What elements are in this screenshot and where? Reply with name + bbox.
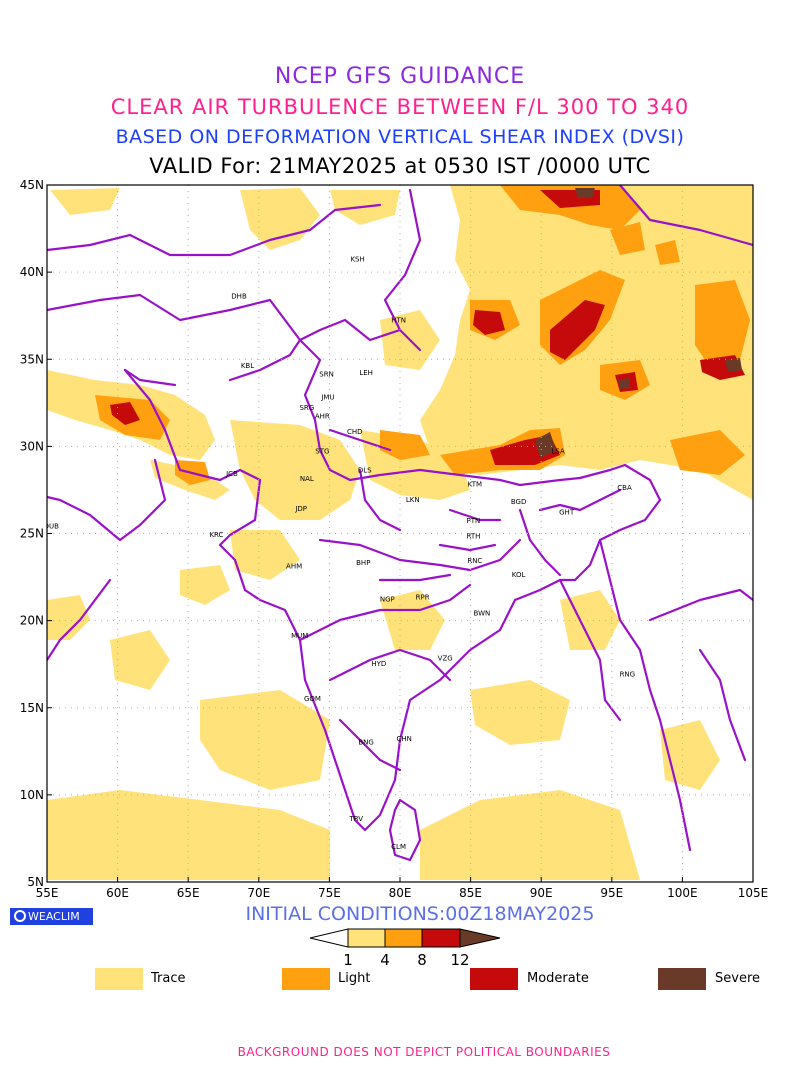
city-label-kbl: KBL (241, 362, 254, 370)
city-label-jcb: JCB (225, 470, 238, 478)
legend-swatch-light (282, 968, 330, 990)
city-label-mum: MUM (291, 632, 308, 640)
city-label-bwn: BWN (474, 609, 491, 617)
lat-tick-label: 5N (27, 875, 44, 889)
lat-tick-label: 30N (20, 439, 44, 453)
city-label-jmu: JMU (320, 393, 334, 401)
lat-tick-label: 15N (20, 701, 44, 715)
legend-swatch-moderate (470, 968, 518, 990)
city-label-srg: SRG (299, 404, 314, 412)
lat-tick-label: 10N (20, 788, 44, 802)
lon-tick-label: 85E (459, 886, 482, 900)
city-label-chd: CHD (347, 428, 363, 436)
city-label-clm: CLM (391, 843, 406, 851)
city-label-dhb: DHB (231, 292, 247, 300)
lon-tick-label: 55E (36, 886, 59, 900)
city-label-ahm: AHM (286, 562, 302, 570)
city-label-htn: HTN (391, 317, 406, 325)
longitude-axis: 55E 60E 65E 70E 75E 80E 85E 90E 95E 100E 105E (36, 877, 769, 900)
title-method: BASED ON DEFORMATION VERTICAL SHEAR INDE… (115, 126, 685, 148)
city-label-bng: BNG (358, 738, 373, 746)
city-label-dub: DUB (44, 522, 60, 530)
city-label-ksh: KSH (350, 256, 364, 264)
title-product: CLEAR AIR TURBULENCE BETWEEN F/L 300 TO … (110, 95, 690, 119)
colorbar-under-arrow (309, 928, 349, 948)
city-label-bgd: BGD (511, 498, 527, 506)
city-label-ptn: PTN (467, 517, 481, 525)
title-model: NCEP GFS GUIDANCE (274, 64, 526, 89)
brand-label: WEACLIM (28, 910, 80, 923)
city-label-krc: KRC (209, 531, 223, 539)
legend-label-trace: Trace (151, 971, 186, 986)
city-label-ktm: KTM (468, 480, 482, 488)
latitude-axis: 45N 40N 35N 30N 25N 20N 15N 10N 5N (20, 178, 52, 889)
city-label-hyd: HYD (371, 660, 386, 668)
lat-tick-label: 40N (20, 265, 44, 279)
legend-label-moderate: Moderate (527, 971, 589, 986)
legend-swatch-trace (95, 968, 143, 990)
city-label-ahr: AHR (315, 412, 330, 420)
lon-tick-label: 60E (106, 886, 129, 900)
city-label-jdp: JDP (294, 505, 307, 513)
legend-label-severe: Severe (715, 971, 760, 986)
city-label-dls: DLS (358, 467, 372, 475)
lat-tick-label: 45N (20, 178, 44, 192)
city-label-stg: STG (315, 447, 329, 455)
colorbar-cell-light (385, 929, 422, 947)
city-label-bhp: BHP (356, 559, 370, 567)
lat-tick-label: 20N (20, 614, 44, 628)
lon-tick-label: 90E (530, 886, 553, 900)
colorbar-tick: 12 (450, 951, 469, 968)
city-label-srn: SRN (319, 371, 334, 379)
city-label-lsa: LSA (552, 447, 565, 455)
colorbar-tick: 1 (343, 951, 353, 968)
city-label-rnc: RNC (467, 557, 482, 565)
lat-tick-label: 35N (20, 352, 44, 366)
lon-tick-label: 105E (738, 886, 769, 900)
lon-tick-label: 75E (318, 886, 341, 900)
city-label-trv: TRV (348, 815, 363, 823)
colorbar-cell-moderate (422, 929, 460, 947)
colorbar-tick: 4 (380, 951, 390, 968)
weaclim-logo: WEACLIM (10, 908, 93, 925)
city-label-rng: RNG (620, 670, 636, 678)
colorbar-cell-severe (459, 928, 501, 948)
lat-tick-label: 25N (20, 527, 44, 541)
city-label-leh: LEH (359, 369, 373, 377)
city-label-kol: KOL (512, 571, 526, 579)
city-label-ght: GHT (559, 508, 575, 516)
lon-tick-label: 100E (667, 886, 698, 900)
city-label-gom: GOM (304, 695, 321, 703)
city-label-rth: RTH (466, 533, 480, 541)
city-label-ngp: NGP (380, 595, 395, 603)
lon-tick-label: 65E (177, 886, 200, 900)
city-label-vzg: VZG (438, 655, 453, 663)
disclaimer-footer: BACKGROUND DOES NOT DEPICT POLITICAL BOU… (237, 1045, 611, 1059)
lon-tick-label: 70E (247, 886, 270, 900)
lon-tick-label: 95E (600, 886, 623, 900)
initial-conditions: INITIAL CONDITIONS:00Z18MAY2025 (245, 903, 595, 925)
legend-swatch-severe (658, 968, 706, 990)
title-valid-time: VALID For: 21MAY2025 at 0530 IST /0000 U… (149, 154, 651, 178)
globe-icon (14, 910, 26, 922)
boundary-lines (47, 185, 753, 862)
city-label-lkn: LKN (406, 496, 420, 504)
city-label-nal: NAL (300, 475, 314, 483)
grid-lines (47, 185, 753, 882)
colorbar-tick: 8 (417, 951, 427, 968)
colorbar: 1 4 8 12 (309, 928, 501, 968)
colorbar-cell-trace (348, 929, 385, 947)
lon-tick-label: 80E (389, 886, 412, 900)
legend-label-light: Light (338, 971, 371, 986)
city-label-chn: CHN (397, 735, 412, 743)
city-label-cba: CBA (617, 484, 632, 492)
city-label-rpr: RPR (416, 594, 430, 602)
